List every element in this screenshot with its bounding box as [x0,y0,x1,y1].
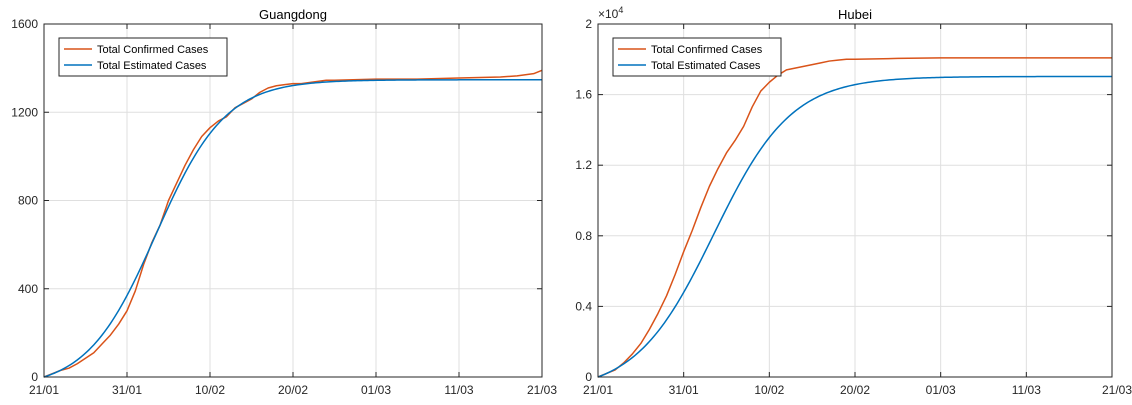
legend-entry: Total Estimated Cases [97,60,207,72]
legend: Total Confirmed Cases Total Estimated Cas… [58,37,228,77]
legend-entry: Total Confirmed Cases [97,44,209,56]
legend-box [58,37,228,77]
x-tick-label: 20/02 [840,383,870,397]
x-tick-label: 01/03 [361,383,391,397]
y-tick-label: 1600 [11,17,38,31]
x-tick-label: 31/01 [112,383,142,397]
y-tick-label: 800 [18,194,38,208]
x-tick-label: 21/03 [1102,383,1132,397]
chart-panel-1: 21/01 31/01 10/02 20/02 01/03 11/03 21/03 0 0.4 0… [575,5,1132,397]
y-tick-label: 400 [18,282,38,296]
chart-panel-0: 21/01 31/01 10/02 20/02 01/03 11/03 21/03 0 400 8… [11,7,557,397]
series-line-estimated [43,79,542,378]
series-line-confirmed [597,57,1112,378]
y-tick-label: 2 [585,17,592,31]
y-tick-label: 0 [31,370,38,384]
x-tick-label: 31/01 [669,383,699,397]
x-tick-label: 21/01 [29,383,59,397]
y-tick-label: 1.6 [575,88,592,102]
chart-title: Guangdong [259,7,327,22]
legend-box [612,37,782,77]
x-tick-label: 10/02 [754,383,784,397]
x-tick-label: 01/03 [926,383,956,397]
x-tick-label: 21/03 [527,383,557,397]
legend: Total Confirmed Cases Total Estimated Cas… [612,37,782,77]
y-tick-label: 1200 [11,105,38,119]
legend-entry: Total Confirmed Cases [651,44,763,56]
x-tick-label: 21/01 [583,383,613,397]
y-tick-label: 0.4 [575,299,592,313]
legend-entry: Total Estimated Cases [651,60,761,72]
x-tick-label: 10/02 [195,383,225,397]
x-tick-label: 11/03 [444,383,473,397]
y-exponent-label: ×104 [598,5,623,21]
x-tick-label: 11/03 [1012,383,1041,397]
y-tick-label: 0.8 [575,229,592,243]
series-line-estimated [597,75,1112,378]
y-tick-label: 1.2 [575,158,592,172]
chart-title: Hubei [838,7,872,22]
x-tick-label: 20/02 [278,383,308,397]
y-tick-label: 0 [585,370,592,384]
